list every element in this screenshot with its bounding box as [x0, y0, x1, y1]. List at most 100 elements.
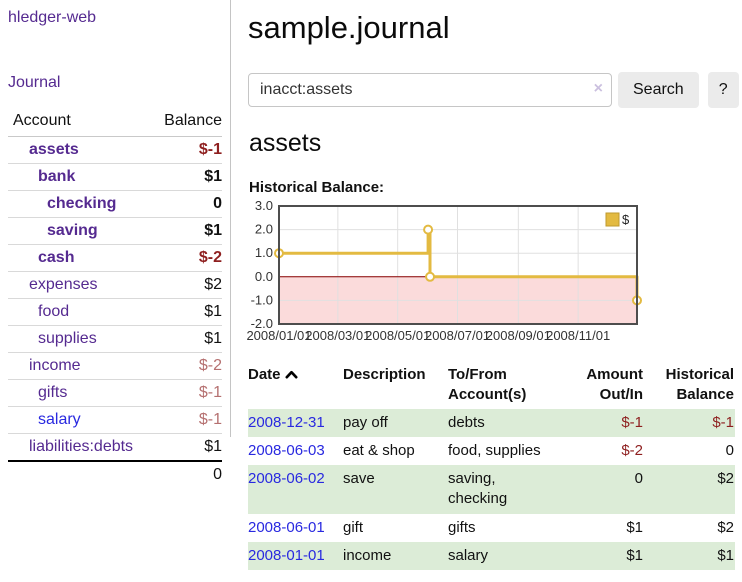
y-tick-label: 0.0 [255, 269, 273, 284]
register-row: 2008-12-31 pay off debts $-1 $-1 [248, 408, 735, 437]
account-balance: $1 [204, 222, 222, 239]
register-header-description: Description [343, 366, 426, 383]
sidebar-divider [230, 0, 231, 437]
transaction-balance: $1 [717, 546, 734, 564]
accounts-table: Account Balance assets $-1 bank $1 checking 0… [8, 108, 222, 488]
transaction-accounts: salary [448, 546, 489, 564]
account-balance: $1 [204, 330, 222, 347]
transaction-description: save [343, 470, 375, 487]
account-balance: $1 [204, 303, 222, 320]
register-header-amount: Amount Out/In [586, 366, 643, 404]
search-input[interactable] [248, 73, 612, 107]
account-row: checking 0 [8, 190, 222, 218]
account-link-bank[interactable]: bank [38, 168, 76, 185]
search-box: × [248, 73, 612, 107]
account-link-liabilities-debts[interactable]: liabilities:debts [29, 438, 134, 455]
register-table: Date Description To/From Account(s) Amou… [248, 362, 735, 570]
account-row: income $-2 [8, 352, 222, 380]
account-balance: $-1 [198, 384, 222, 401]
transaction-date-link[interactable]: 2008-12-31 [248, 413, 325, 431]
register-header: Date Description To/From Account(s) Amou… [248, 362, 735, 409]
accounts-total-balance: 0 [213, 466, 222, 483]
clear-search-icon[interactable]: × [593, 80, 603, 97]
transaction-accounts: saving, checking [448, 470, 508, 508]
transaction-amount: $1 [626, 546, 643, 564]
register-header-accounts: To/From Account(s) [448, 366, 527, 404]
account-balance: $-1 [198, 411, 222, 428]
accounts-header-account: Account [13, 112, 71, 129]
account-balance: $-1 [198, 141, 222, 158]
register-row: 2008-01-01 income salary $1 $1 [248, 541, 735, 570]
transaction-date-link[interactable]: 2008-06-02 [248, 470, 325, 487]
transaction-balance: $2 [717, 470, 734, 487]
transaction-description: pay off [343, 413, 388, 431]
search-form: × Search ? [248, 72, 742, 108]
accounts-total-row: 0 [8, 461, 222, 488]
x-tick-label: 2008/11/01 [546, 328, 610, 343]
account-link-cash[interactable]: cash [38, 249, 75, 266]
data-point-marker [425, 271, 436, 282]
account-link-salary[interactable]: salary [38, 411, 81, 428]
register-header-balance: Historical Balance [665, 366, 734, 404]
x-tick-label: 2008/01/01 [246, 328, 311, 343]
transaction-balance: $-1 [712, 413, 734, 431]
sidebar-item-journal[interactable]: Journal [8, 74, 61, 91]
transaction-description: income [343, 546, 392, 564]
y-tick-label: 3.0 [255, 201, 273, 213]
transaction-balance: $2 [717, 518, 734, 536]
page-title: sample.journal [248, 10, 450, 45]
transaction-date-link[interactable]: 2008-06-03 [248, 441, 325, 459]
transaction-amount: 0 [634, 470, 643, 487]
account-row: expenses $2 [8, 271, 222, 299]
account-balance: $-2 [198, 249, 222, 266]
x-tick-label: 2008/07/01 [425, 328, 490, 343]
y-tick-label: -1.0 [251, 292, 273, 307]
account-link-assets[interactable]: assets [29, 141, 79, 158]
sidebar: hledger-web Journal Account Balance asse… [0, 0, 230, 488]
account-link-supplies[interactable]: supplies [38, 330, 97, 347]
chart-title: Historical Balance: [249, 179, 385, 196]
register-header-date[interactable]: Date [248, 362, 343, 409]
account-balance: $1 [204, 438, 222, 455]
account-heading: assets [249, 129, 322, 157]
x-tick-label: 2008/03/01 [305, 328, 370, 343]
account-link-checking[interactable]: checking [47, 195, 117, 212]
help-button[interactable]: ? [707, 72, 739, 108]
y-tick-label: 2.0 [255, 222, 273, 237]
data-point-marker [423, 224, 434, 235]
account-link-expenses[interactable]: expenses [29, 276, 98, 293]
transaction-description: gift [343, 518, 364, 536]
y-tick-label: -2.0 [251, 316, 273, 331]
account-link-gifts[interactable]: gifts [38, 384, 68, 401]
x-tick-label: 2008/09/01 [486, 328, 551, 343]
transaction-date-link[interactable]: 2008-06-01 [248, 518, 325, 536]
sort-ascending-icon [285, 370, 298, 379]
historical-balance-chart: $3.0 2.0 1.0 0.0 -1.0 -2.02008/01/012008/03/0… [246, 201, 642, 343]
register-tbody: 2008-12-31 pay off debts $-1 $-1 2008-06-03 ea… [248, 408, 735, 570]
account-balance: $1 [204, 168, 222, 185]
account-balance: $2 [204, 276, 222, 293]
account-row: food $1 [8, 298, 222, 326]
account-link-food[interactable]: food [38, 303, 70, 320]
accounts-tbody: assets $-1 bank $1 checking 0 saving $1 cash $-2 e… [8, 136, 222, 462]
transaction-accounts: gifts [448, 518, 476, 536]
legend-swatch [605, 212, 620, 227]
account-row: salary $-1 [8, 406, 222, 434]
transaction-date-link[interactable]: 2008-01-01 [248, 546, 325, 564]
search-button[interactable]: Search [618, 72, 699, 108]
register-row: 2008-06-03 eat & shop food, supplies $-2 0 [248, 437, 735, 465]
accounts-header-row: Account Balance [8, 108, 222, 137]
main-content: sample.journal × Search ? assets Histori… [246, 0, 742, 570]
account-row: cash $-2 [8, 244, 222, 272]
brand-link[interactable]: hledger-web [8, 9, 97, 26]
account-balance: 0 [213, 195, 222, 212]
legend-label: $ [622, 212, 630, 227]
transaction-description: eat & shop [343, 441, 415, 459]
transaction-accounts: food, supplies [448, 441, 541, 459]
account-row: assets $-1 [8, 136, 222, 164]
account-row: liabilities:debts $1 [8, 433, 222, 462]
account-link-income[interactable]: income [29, 357, 81, 374]
account-row: saving $1 [8, 217, 222, 245]
register-row: 2008-06-01 gift gifts $1 $2 [248, 514, 735, 542]
account-link-saving[interactable]: saving [47, 222, 98, 239]
